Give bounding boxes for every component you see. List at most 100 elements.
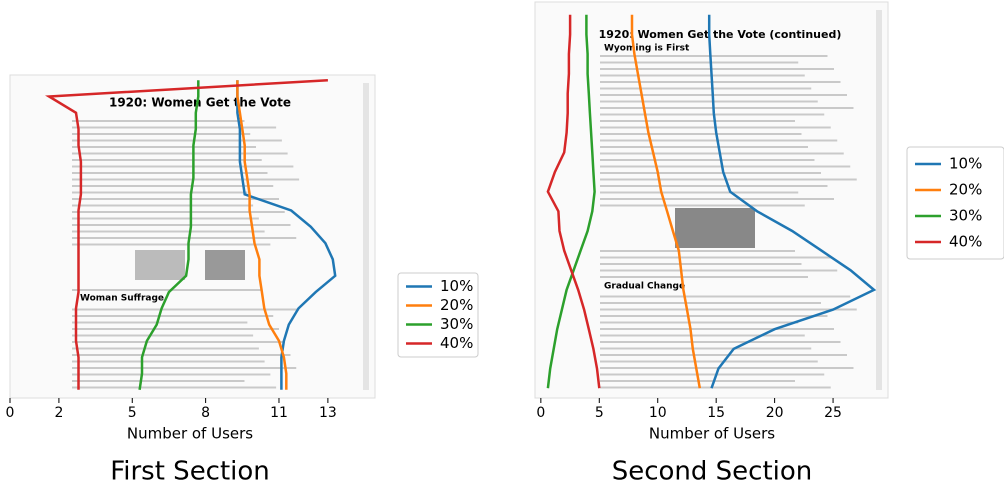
text-line <box>600 205 805 207</box>
legend-label: 30% <box>949 207 982 225</box>
text-line <box>600 153 844 155</box>
text-line <box>600 361 818 363</box>
screenshot-text: 1920: Women Get the Vote (continued) <box>599 28 842 41</box>
text-line <box>600 107 854 109</box>
text-line <box>72 166 293 168</box>
photo <box>135 250 185 280</box>
text-line <box>600 250 795 252</box>
text-line <box>72 361 265 363</box>
x-tick-label: 0 <box>6 405 15 421</box>
figure: 1920: Women Get the Vote Woman Suffrage 0 2… <box>0 0 1004 486</box>
x-tick-label: 8 <box>201 405 210 421</box>
text-line <box>72 322 247 324</box>
x-tick-label: 2 <box>54 405 63 421</box>
text-line <box>72 179 299 181</box>
text-line <box>600 146 808 148</box>
photo <box>675 208 755 248</box>
legend-label: 40% <box>949 233 982 251</box>
text-line <box>600 94 847 96</box>
text-line <box>72 153 288 155</box>
text-line <box>72 348 259 350</box>
text-line <box>72 146 256 148</box>
text-line <box>600 302 821 304</box>
text-line <box>600 296 850 298</box>
legend-label: 10% <box>949 155 982 173</box>
legend-label: 20% <box>949 181 982 199</box>
text-line <box>600 367 854 369</box>
x-tick-label: 25 <box>824 405 842 421</box>
text-line <box>600 315 828 317</box>
x-axis-label: Number of Users <box>649 425 775 443</box>
x-axis-label: Number of Users <box>127 425 253 443</box>
text-line <box>600 348 811 350</box>
legend-label: 20% <box>440 296 473 314</box>
text-line <box>600 172 821 174</box>
x-tick-label: 5 <box>128 405 137 421</box>
scrollbar <box>363 83 369 390</box>
text-line <box>600 387 831 389</box>
text-line <box>600 341 841 343</box>
text-line <box>72 211 285 213</box>
text-line <box>600 263 802 265</box>
x-tick-label: 13 <box>319 405 337 421</box>
text-line <box>600 88 811 90</box>
text-line <box>72 224 291 226</box>
text-line <box>72 159 262 161</box>
panel-title: First Section <box>110 457 270 486</box>
scrollbar <box>876 10 882 390</box>
text-line <box>600 185 828 187</box>
text-line <box>72 354 291 356</box>
text-line <box>600 198 834 200</box>
text-line <box>600 81 841 83</box>
text-line <box>600 133 802 135</box>
text-line <box>72 244 270 246</box>
text-line <box>72 192 247 194</box>
legend-label: 40% <box>440 334 473 352</box>
x-tick-label: 5 <box>595 405 604 421</box>
x-tick-label: 20 <box>766 405 784 421</box>
text-line <box>72 341 285 343</box>
x-tick-label: 11 <box>270 405 288 421</box>
text-line <box>72 127 276 129</box>
x-tick-label: 0 <box>536 405 545 421</box>
text-line <box>600 101 818 103</box>
text-line <box>600 322 798 324</box>
text-line <box>72 289 262 291</box>
text-line <box>600 179 857 181</box>
text-line <box>72 335 253 337</box>
text-line <box>600 120 795 122</box>
text-line <box>600 166 850 168</box>
text-line <box>600 159 815 161</box>
x-tick-label: 15 <box>707 405 725 421</box>
legend-label: 10% <box>440 277 473 295</box>
text-line <box>600 192 798 194</box>
text-line <box>72 387 276 389</box>
photo <box>205 250 245 280</box>
screenshot-text: Gradual Change <box>604 282 685 292</box>
text-line <box>600 257 831 259</box>
text-line <box>72 367 296 369</box>
legend-label: 30% <box>440 315 473 333</box>
text-line <box>72 218 259 220</box>
text-line <box>72 237 296 239</box>
text-line <box>72 133 250 135</box>
text-line <box>600 68 834 70</box>
panel-title: Second Section <box>612 457 813 486</box>
text-line <box>72 380 245 382</box>
text-line <box>72 231 265 233</box>
text-line <box>600 354 847 356</box>
text-line <box>72 172 268 174</box>
text-line <box>600 335 805 337</box>
text-line <box>72 205 253 207</box>
text-line <box>600 114 824 116</box>
screenshot-text: 1920: Women Get the Vote <box>109 96 291 110</box>
text-line <box>72 140 282 142</box>
text-line <box>72 198 279 200</box>
text-line <box>600 270 837 272</box>
text-line <box>600 309 857 311</box>
text-line <box>600 276 808 278</box>
text-line <box>600 328 834 330</box>
screenshot-text: Woman Suffrage <box>80 294 164 304</box>
text-line <box>600 75 805 77</box>
text-line <box>72 120 245 122</box>
